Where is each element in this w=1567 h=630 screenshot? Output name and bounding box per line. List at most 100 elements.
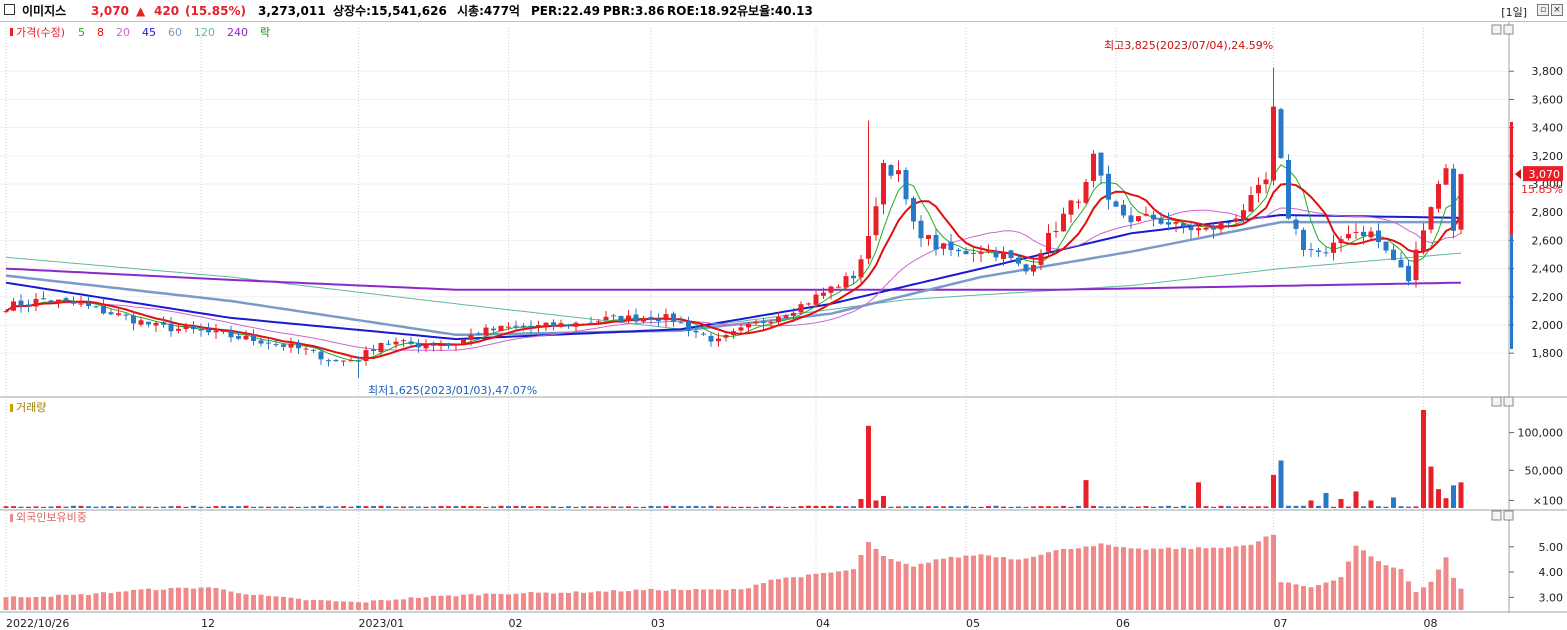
volume-bar [1128, 506, 1134, 508]
foreign-bar [1383, 565, 1389, 610]
foreign-bar [986, 555, 991, 610]
foreign-bar [416, 597, 421, 610]
volume-bar [963, 505, 969, 508]
candle-body [851, 275, 856, 279]
foreign-bar [1421, 587, 1426, 610]
candle-body [626, 315, 631, 322]
foreign-bar [971, 555, 976, 610]
range-bar-down [1510, 234, 1513, 349]
candle-body [858, 259, 864, 278]
volume-bar [33, 506, 39, 508]
foreign-bar [866, 542, 871, 610]
price-legend-item: 가격(수정) [16, 26, 65, 39]
candle-body [476, 333, 481, 335]
price-legend-item: 8 [97, 26, 104, 39]
select-checkbox[interactable] [4, 4, 15, 15]
price-tick-label: 2,000 [1532, 319, 1564, 332]
candle-body [41, 298, 46, 300]
candle-body [206, 329, 211, 333]
foreign-bar [146, 588, 151, 610]
foreign-bar [588, 592, 594, 610]
foreign-bar [386, 600, 391, 610]
foreign-bar [851, 569, 856, 610]
candle-body [363, 350, 369, 361]
foreign-bar [18, 597, 24, 610]
change-arrow: ▲ [136, 4, 146, 18]
stock-chart[interactable]: 3,800 3,600 3,400 3,200 3,000 2,800 2,600 2,400… [0, 22, 1567, 630]
candle-body [836, 286, 841, 288]
candle-body [56, 299, 61, 304]
candle-body [708, 335, 714, 342]
candle-body [86, 303, 91, 306]
volume-bar [948, 506, 954, 508]
close-icon[interactable]: × [1551, 4, 1563, 16]
volume-bar [1421, 410, 1426, 508]
volume-bar [1188, 506, 1194, 508]
candle-body [386, 343, 391, 345]
volume-bar [1376, 506, 1381, 508]
volume-bar [1406, 506, 1411, 508]
period-selector[interactable]: [1일] [1501, 6, 1527, 19]
panel-minimize-icon [1491, 510, 1502, 521]
volume-bar [26, 506, 31, 508]
foreign-bar [566, 592, 571, 610]
price-legend-item: 45 [142, 26, 156, 39]
foreign-bar [228, 591, 234, 610]
candle-body [911, 198, 916, 222]
volume-bar [656, 506, 661, 508]
candle-body [1361, 231, 1366, 237]
volume-bar [1271, 474, 1276, 508]
restore-icon[interactable]: ▫ [1537, 4, 1549, 16]
candle-body [783, 315, 789, 318]
foreign-legend: 외국인보유비중 [16, 511, 87, 524]
candle-body [918, 220, 924, 239]
foreign-bar [476, 595, 481, 610]
foreign-bar [1083, 546, 1089, 610]
low-annotation: 최저1,625(2023/01/03),47.07% [368, 384, 537, 397]
price-panel [3, 67, 1464, 378]
volume-bar [393, 506, 399, 508]
volume-bar [1061, 505, 1066, 508]
candle-body [26, 304, 31, 306]
foreign-bar [1023, 558, 1029, 610]
foreign-bar [101, 592, 106, 610]
foreign-bar [153, 590, 159, 610]
legend-swatch [10, 28, 13, 36]
candle-body [1038, 253, 1044, 265]
foreign-bar [843, 570, 849, 610]
volume-bar [1398, 506, 1404, 508]
candle-body [318, 351, 324, 360]
candle-body [1436, 183, 1441, 209]
candle-body [48, 300, 54, 303]
candle-body [648, 316, 654, 320]
volume-bar [1046, 506, 1051, 508]
high-annotation: 최고3,825(2023/07/04),24.59% [1104, 39, 1273, 52]
volume-bar [1181, 505, 1186, 508]
volume-bar [536, 506, 541, 508]
candle-body [491, 328, 496, 331]
volume-bar [348, 506, 354, 508]
volume-bar [1428, 466, 1434, 508]
foreign-bar [296, 598, 301, 610]
price-legend-item: 20 [116, 26, 130, 39]
volume-bar [723, 506, 729, 508]
foreign-bar [821, 573, 826, 610]
candle-body [153, 322, 159, 326]
volume-bar [1083, 480, 1089, 508]
volume-bar [378, 505, 384, 508]
volume-legend: 거래량 [16, 401, 46, 414]
volume-bar [326, 506, 331, 508]
foreign-bar [1233, 546, 1239, 610]
foreign-bar [1196, 547, 1201, 610]
volume-bar [56, 506, 61, 508]
candle-body [1016, 257, 1021, 264]
foreign-bar [1166, 547, 1171, 610]
volume-bar [258, 506, 264, 508]
volume-bar [671, 505, 676, 508]
retention-ratio: 유보율:40.13 [737, 4, 813, 18]
foreign-bar [138, 589, 144, 610]
volume-bar [401, 506, 406, 508]
foreign-bar [408, 597, 414, 610]
foreign-bar [3, 597, 9, 610]
volume-bar [161, 506, 166, 508]
